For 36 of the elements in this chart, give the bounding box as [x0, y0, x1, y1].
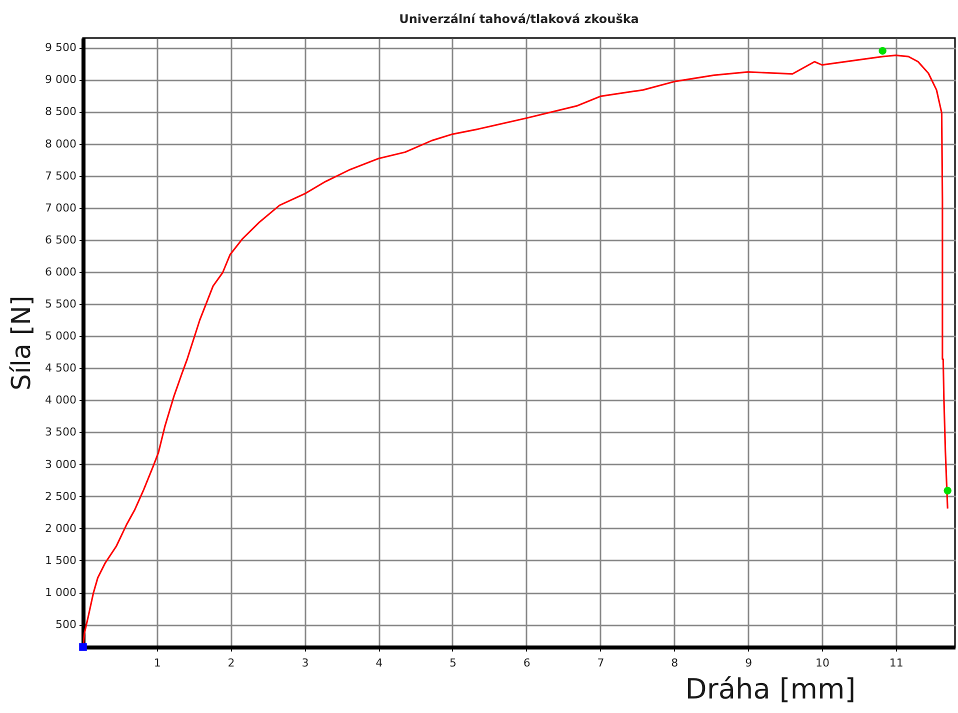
x-tick-label: 8 — [671, 656, 678, 670]
y-tick-label: 6 500 — [45, 233, 76, 246]
y-tick-label: 4 500 — [45, 362, 76, 375]
y-tick-label: 1 000 — [45, 586, 76, 600]
x-tick-label: 7 — [597, 656, 604, 670]
y-tick-label: 9 500 — [45, 41, 76, 54]
y-tick-label: 2 000 — [45, 522, 76, 535]
x-tick-label: 6 — [523, 656, 530, 670]
x-tick-label: 11 — [889, 656, 904, 670]
y-tick-label: 2 500 — [45, 490, 76, 503]
x-tick-label: 3 — [302, 656, 309, 670]
x-tick-label: 1 — [154, 656, 161, 670]
point — [944, 486, 952, 494]
x-tick-label: 4 — [376, 656, 383, 670]
y-tick-label: 3 500 — [45, 426, 76, 439]
chart-title: Univerzální tahová/tlaková zkouška — [399, 12, 639, 26]
y-tick-label: 500 — [56, 618, 76, 632]
x-axis-title: Dráha [mm] — [685, 672, 856, 706]
x-tick-label: 2 — [228, 656, 235, 670]
x-tick-label: 10 — [815, 656, 830, 670]
point — [79, 643, 87, 651]
y-tick-label: 8 500 — [45, 105, 76, 118]
y-tick-label: 4 000 — [45, 394, 76, 407]
x-tick-label: 5 — [449, 656, 456, 670]
y-axis-title: Síla [N] — [7, 296, 38, 390]
y-tick-label: 7 500 — [45, 169, 76, 182]
point — [878, 46, 886, 55]
y-tick-label: 9 000 — [45, 73, 76, 86]
y-tick-label: 3 000 — [45, 458, 76, 471]
x-tick-label: 9 — [745, 656, 752, 670]
y-tick-label: 5 000 — [45, 330, 76, 343]
y-tick-label: 5 500 — [45, 298, 76, 311]
y-tick-label: 8 000 — [45, 137, 76, 150]
y-tick-label: 7 000 — [45, 201, 76, 214]
y-tick-label: 6 000 — [45, 265, 76, 278]
y-tick-label: 1 500 — [45, 554, 76, 567]
